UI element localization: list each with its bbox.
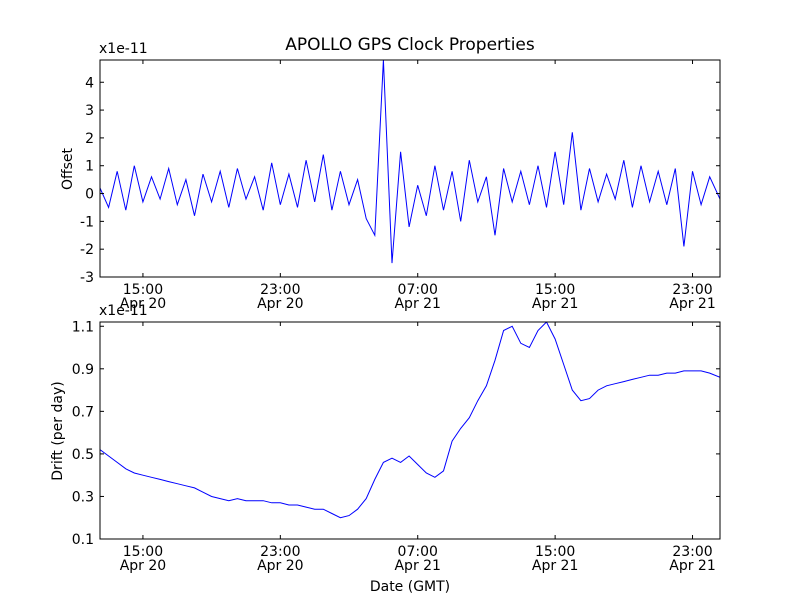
drift-axes-frame (99, 321, 721, 540)
offset-xtick-time-label: 07:00 (398, 282, 438, 298)
offset-ytick-label: 1 (85, 159, 94, 175)
drift-xtick-time-label: 23:00 (260, 544, 300, 560)
drift-xtick-date-label: Apr 20 (120, 558, 166, 574)
drift-xtick-time-label: 23:00 (672, 544, 712, 560)
offset-scale-label: x1e-11 (99, 41, 148, 57)
drift-xtick-time-label: 15:00 (535, 544, 575, 560)
drift-xtick-time-label: 07:00 (398, 544, 438, 560)
drift-series-line (100, 322, 720, 519)
offset-xtick-date-label: Apr 21 (532, 296, 578, 312)
offset-xtick-time-label: 23:00 (260, 282, 300, 298)
offset-xtick-time-label: 15:00 (535, 282, 575, 298)
offset-ytick-label: 3 (85, 103, 94, 119)
x-axis-label: Date (GMT) (370, 579, 450, 595)
offset-ytick-label: 0 (85, 187, 94, 203)
drift-scale-label: x1e-11 (99, 303, 148, 319)
drift-xtick-date-label: Apr 21 (532, 558, 578, 574)
offset-xtick-date-label: Apr 20 (257, 296, 303, 312)
drift-xtick-date-label: Apr 21 (394, 558, 440, 574)
offset-xtick-date-label: Apr 21 (669, 296, 715, 312)
offset-axes-frame (99, 59, 721, 278)
drift-ytick-label: 0.7 (72, 404, 94, 420)
offset-xtick-date-label: Apr 20 (120, 296, 166, 312)
offset-y-axis-label: Offset (60, 147, 76, 190)
offset-ytick-label: -3 (80, 270, 94, 286)
drift-xtick-date-label: Apr 21 (669, 558, 715, 574)
drift-ytick-label: 0.1 (72, 532, 94, 548)
drift-ytick-label: 1.1 (72, 319, 94, 335)
offset-ytick-label: 4 (85, 75, 94, 91)
offset-ytick-label: -2 (80, 242, 94, 258)
drift-panel: Drift (per day) x1e-11 0.1 0.3 0.5 0.7 0.9 1.… (50, 303, 721, 574)
offset-xtick-time-label: 23:00 (672, 282, 712, 298)
offset-ytick-label: 2 (85, 131, 94, 147)
drift-ytick-label: 0.3 (72, 489, 94, 505)
offset-series-line (100, 60, 720, 264)
offset-xtick-date-label: Apr 21 (394, 296, 440, 312)
drift-xtick-date-label: Apr 20 (257, 558, 303, 574)
drift-ytick-label: 0.5 (72, 447, 94, 463)
drift-ytick-label: 0.9 (72, 362, 94, 378)
offset-ytick-label: -1 (80, 214, 94, 230)
offset-xtick-time-label: 15:00 (123, 282, 163, 298)
figure-title: APOLLO GPS Clock Properties (285, 35, 535, 55)
drift-y-axis-label: Drift (per day) (50, 381, 66, 480)
drift-xtick-time-label: 15:00 (123, 544, 163, 560)
